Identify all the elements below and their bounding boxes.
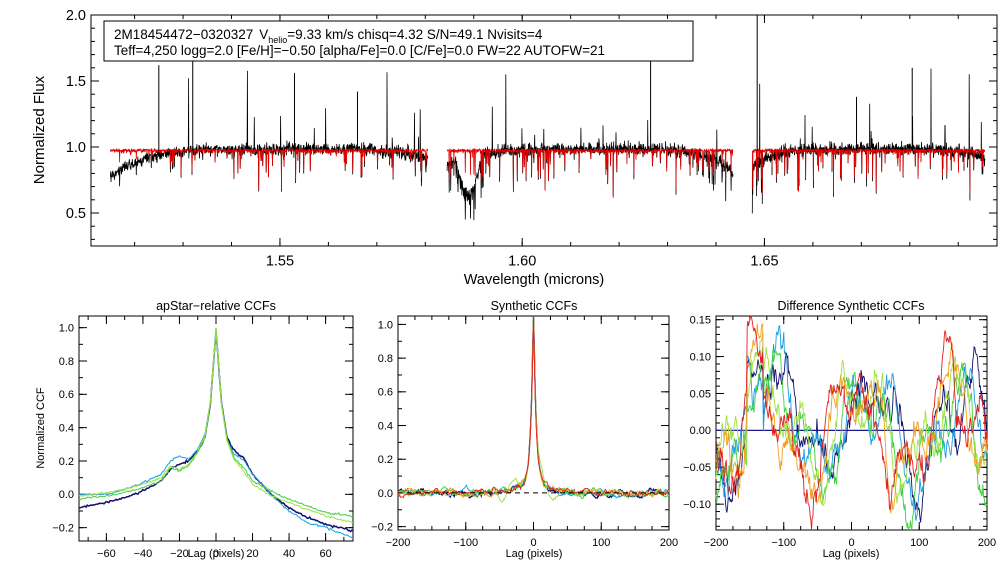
difference-ytick-label: 0.10: [690, 351, 711, 363]
synthetic-ytick-label: 0.8: [378, 353, 393, 365]
synthetic-ytick-label: 0.2: [378, 454, 393, 466]
difference-ytick-label: −0.05: [683, 462, 711, 474]
synthetic-ccf-red: [397, 315, 669, 499]
difference-title: Difference Synthetic CCFs: [777, 299, 924, 313]
spectrum-xtick-label: 1.60: [508, 254, 536, 270]
spectrum-xtick-label: 1.55: [266, 254, 294, 270]
apstar-ccf-green: [78, 327, 354, 518]
apstar-ccf-panel: −60 −40 −20 0 20 40 60 −0.2 0.0 0.2 0.4 0.6 0.8 1.0 a…: [35, 299, 354, 560]
apstar-xtick-label: −20: [170, 548, 189, 560]
difference-xtick-label: 0: [848, 537, 854, 549]
apstar-xlabel: Lag (pixels): [188, 548, 245, 560]
difference-ytick-label: 0.15: [690, 315, 711, 327]
difference-xtick-label: −100: [771, 537, 796, 549]
synthetic-ticks: −200 −100 0 100 200 −0.2 0.0 0.2 0.4 0.6 0.8 1.0: [371, 316, 678, 549]
synthetic-ytick-label: 0.0: [378, 488, 393, 500]
synthetic-ccf-green: [397, 315, 670, 500]
difference-series: [715, 315, 988, 531]
synthetic-ccf-navy: [397, 315, 670, 499]
legend-line1-rest: =9.33 km/s chisq=4.32 S/N=49.1 Nvisits=4: [287, 27, 543, 42]
apstar-ylabel: Normalized CCF: [35, 387, 47, 469]
legend-star-id: 2M18454472−0320327: [114, 27, 253, 42]
spectrum-ticks: 1.55 1.60 1.65 0.5 1.0 1.5 2.0: [66, 8, 997, 270]
apstar-xtick-label: −40: [134, 548, 153, 560]
synthetic-ytick-label: −0.2: [371, 521, 393, 533]
synthetic-ccf-panel: −200 −100 0 100 200 −0.2 0.0 0.2 0.4 0.6 0.8 1.0 Sy…: [371, 299, 678, 560]
spectrum-frame: [90, 14, 998, 247]
synthetic-ccf-yellow-green: [397, 315, 670, 503]
difference-ccf-orange: [715, 323, 988, 515]
apstar-ytick-label: 0.0: [59, 489, 74, 501]
synthetic-ccf-light-blue: [397, 315, 670, 499]
apstar-xtick-label: 60: [319, 548, 331, 560]
difference-ccf-yellow-green: [715, 332, 988, 507]
difference-ccf-light-blue: [715, 325, 988, 521]
synthetic-ytick-label: 0.6: [378, 387, 393, 399]
synthetic-xtick-label: −100: [453, 537, 478, 549]
spectrum-ytick-label: 1.0: [66, 140, 86, 156]
synthetic-xtick-label: 100: [592, 537, 610, 549]
spectrum-ytick-label: 1.5: [66, 74, 86, 90]
apstar-ytick-label: 1.0: [59, 323, 74, 335]
apstar-xtick-label: −60: [97, 548, 116, 560]
synthetic-xtick-label: −200: [386, 537, 411, 549]
spectrum-model-line: [446, 147, 734, 198]
spectrum-observed-line: [110, 70, 429, 192]
difference-ccf-red: [715, 315, 988, 531]
apstar-ticks: −60 −40 −20 0 20 40 60 −0.2 0.0 0.2 0.4 0.6 0.8 1.0: [52, 316, 353, 560]
difference-xtick-label: 200: [978, 537, 996, 549]
apstar-ytick-label: 0.8: [59, 356, 74, 368]
legend-v-subscript: helio: [268, 35, 287, 45]
spectrum-legend-line1: 2M18454472−0320327 Vhelio=9.33 km/s chisq…: [114, 27, 543, 45]
spectrum-ytick-label: 0.5: [66, 206, 86, 222]
apstar-ccf-light-blue: [78, 330, 354, 539]
spectrum-legend-box: [103, 20, 694, 62]
apstar-xtick-label: 40: [283, 548, 295, 560]
apstar-ccf-navy: [78, 330, 354, 533]
apstar-ytick-label: −0.2: [52, 523, 74, 535]
difference-xtick-label: −200: [704, 537, 729, 549]
synthetic-ytick-label: 1.0: [378, 319, 393, 331]
difference-ccf-green: [715, 346, 988, 531]
difference-ccf-panel: −200 −100 0 100 200 −0.10 −0.05 0.00 0.05 0.10 0.1…: [683, 299, 996, 560]
spectrum-ytick-label: 2.0: [66, 8, 86, 24]
synthetic-series: [397, 315, 670, 503]
spectrum-panel: 1.55 1.60 1.65 0.5 1.0 1.5 2.0 2M18454472−0320…: [31, 8, 998, 288]
synthetic-title: Synthetic CCFs: [491, 299, 578, 313]
apstar-title: apStar−relative CCFs: [156, 299, 276, 313]
spectrum-model-line: [751, 147, 986, 194]
legend-v: V: [259, 27, 268, 42]
spectrum-xtick-label: 1.65: [750, 254, 778, 270]
synthetic-ytick-label: 0.4: [378, 420, 393, 432]
spectrum-series: [110, 15, 986, 221]
apstar-xtick-label: 0: [213, 548, 219, 560]
difference-xlabel: Lag (pixels): [823, 548, 880, 560]
spectrum-legend-line2: Teff=4,250 logg=2.0 [Fe/H]=−0.50 [alpha/…: [114, 43, 605, 58]
apstar-xtick-label: 20: [246, 548, 258, 560]
apstar-series: [78, 327, 354, 539]
difference-ytick-label: 0.05: [690, 388, 711, 400]
spectrum-model-line: [110, 147, 429, 190]
apstar-ytick-label: 0.6: [59, 389, 74, 401]
difference-xtick-label: 100: [910, 537, 928, 549]
synthetic-xtick-label: 200: [660, 537, 678, 549]
difference-ytick-label: 0.00: [690, 425, 711, 437]
apstar-ytick-label: 0.2: [59, 456, 74, 468]
synthetic-xtick-label: 0: [530, 537, 536, 549]
spectrum-ylabel: Normalized Flux: [31, 75, 48, 184]
difference-ytick-label: −0.10: [683, 499, 711, 511]
spectrum-xlabel: Wavelength (microns): [464, 272, 604, 288]
apstar-ccf-yellow-green: [78, 329, 354, 524]
apstar-ytick-label: 0.4: [59, 423, 74, 435]
spectrum-observed-line: [446, 74, 734, 221]
synthetic-ccf-orange: [397, 315, 670, 499]
difference-ccf-navy: [715, 345, 988, 523]
spectrum-observed-line: [751, 68, 986, 214]
synthetic-xlabel: Lag (pixels): [506, 548, 563, 560]
